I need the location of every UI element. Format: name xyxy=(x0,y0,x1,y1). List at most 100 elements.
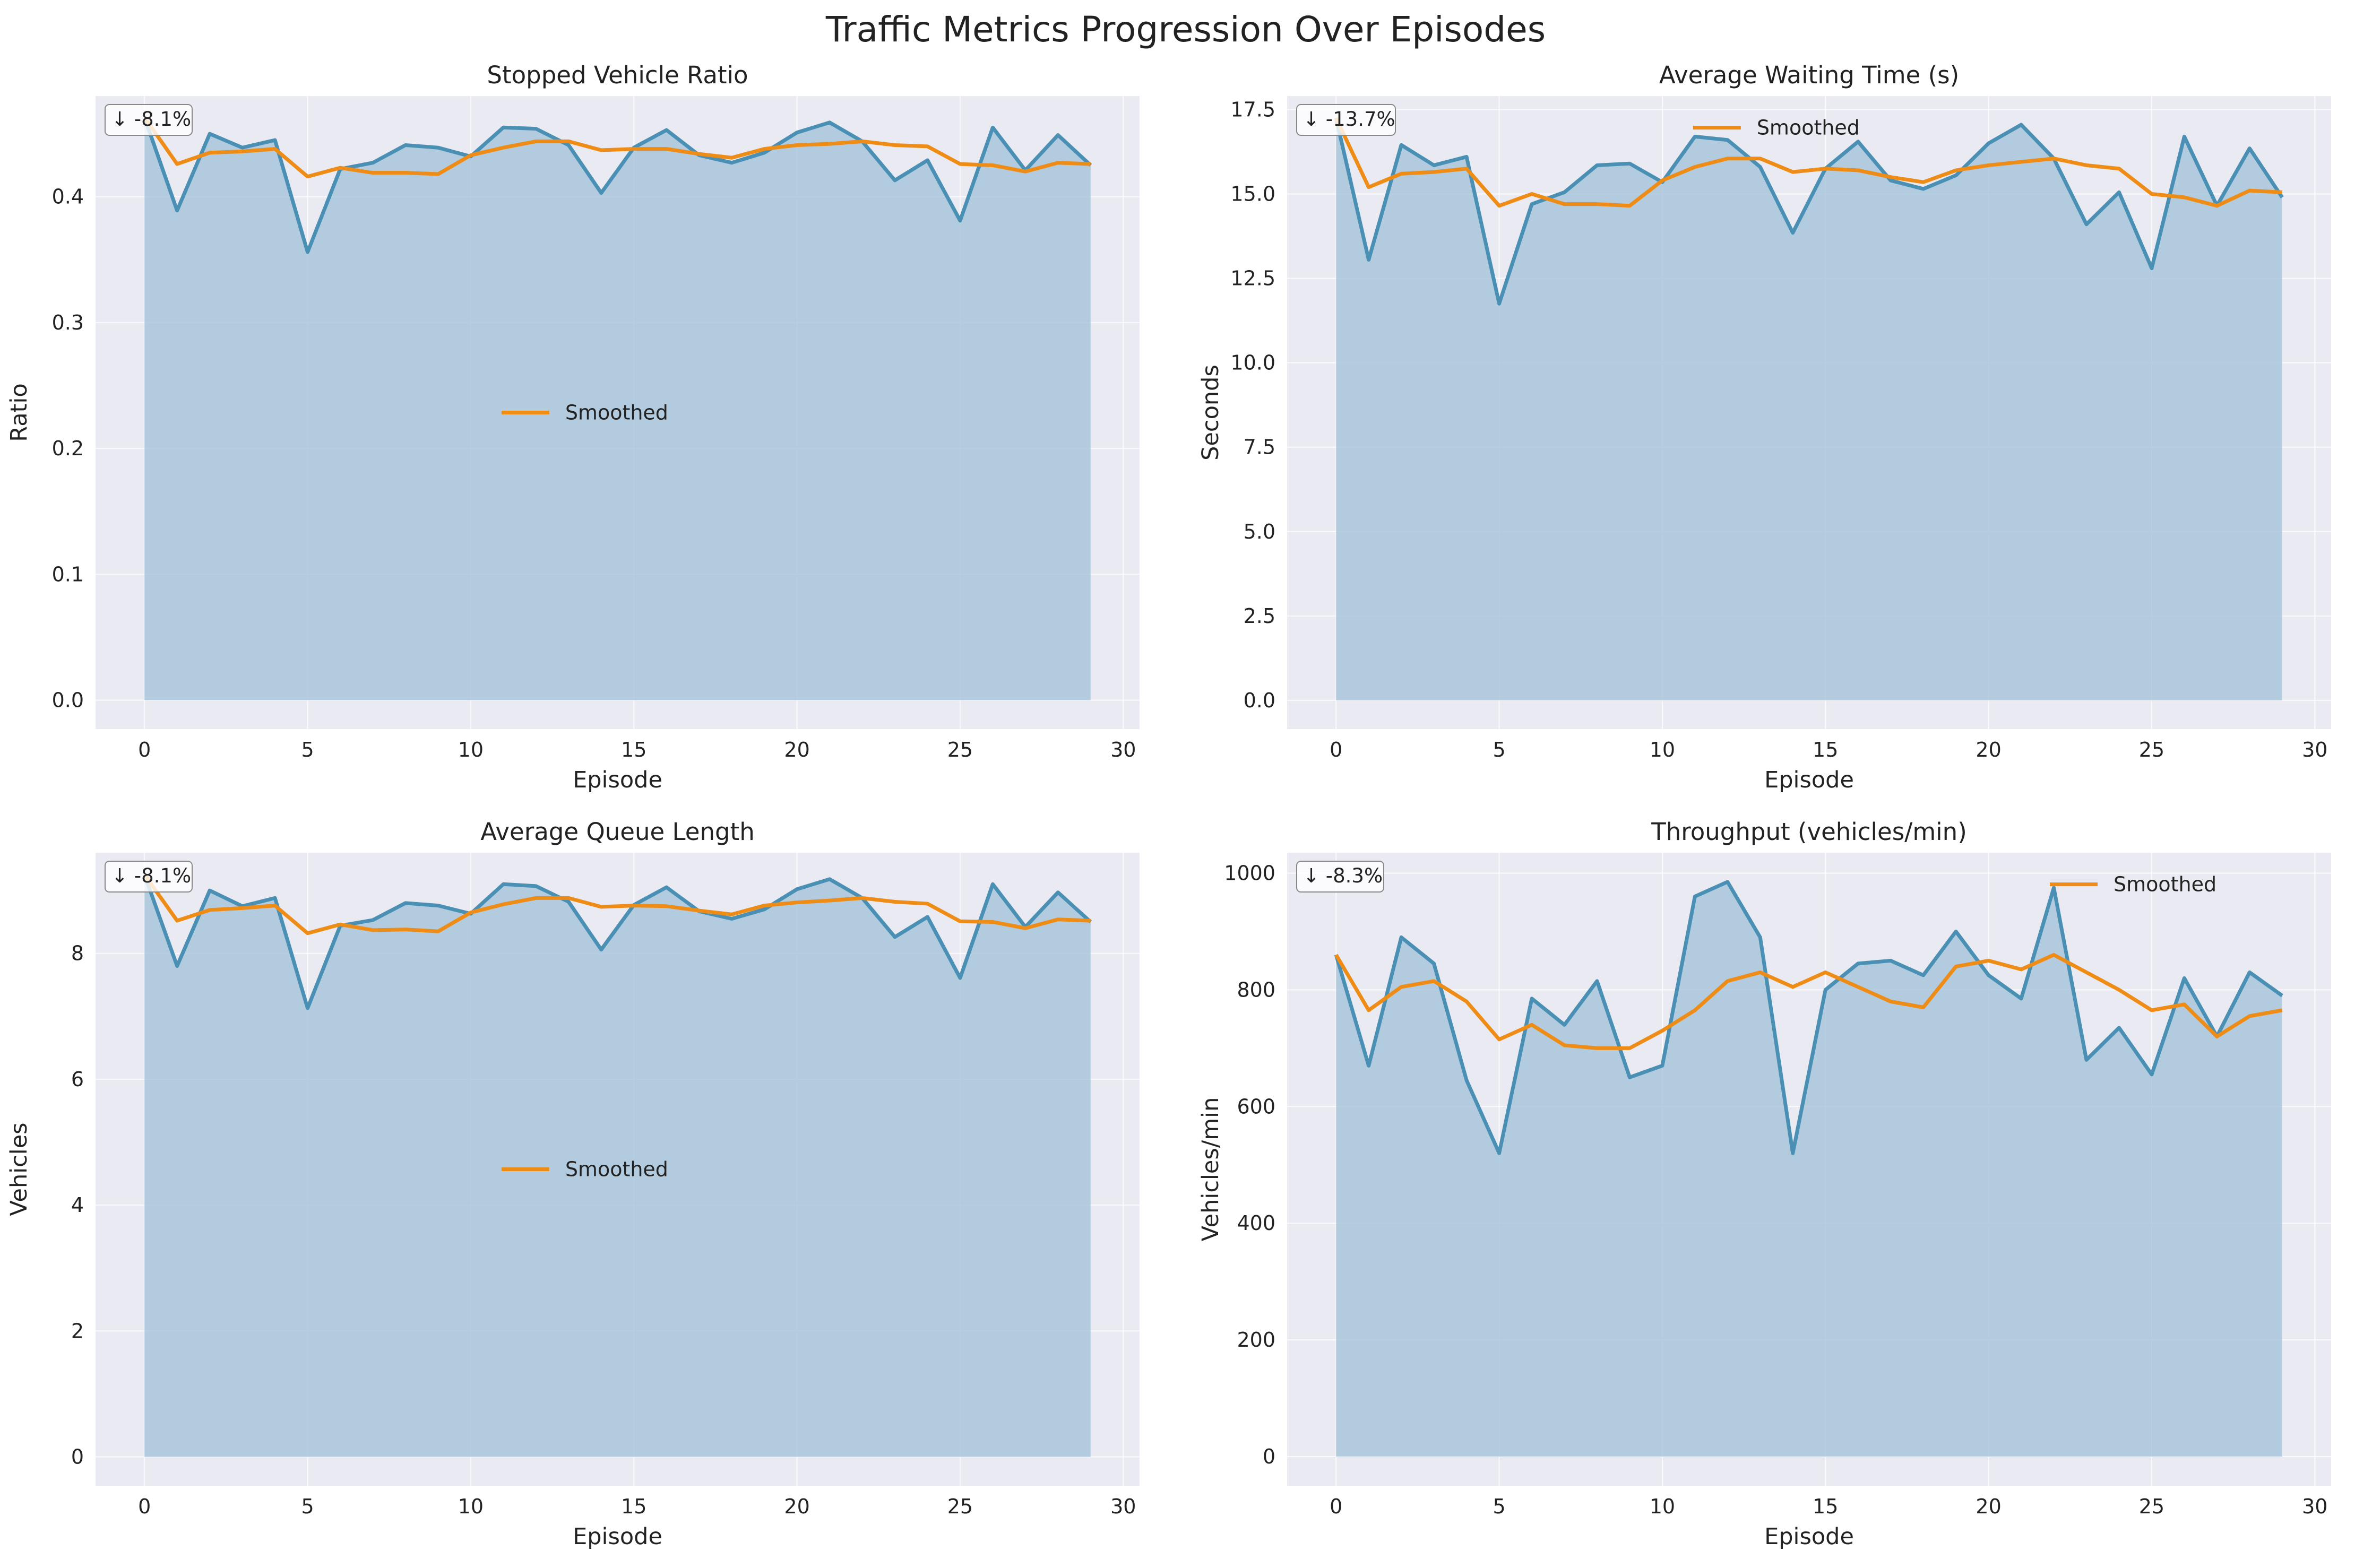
legend-label-smoothed: Smoothed xyxy=(565,401,668,425)
x-tick-label: 20 xyxy=(1976,1495,2001,1518)
x-tick-label: 0 xyxy=(1330,738,1342,761)
y-tick-label: 800 xyxy=(1237,978,1275,1001)
legend-label-smoothed: Smoothed xyxy=(565,1158,668,1181)
change-annotation-box xyxy=(105,861,193,893)
y-axis-label: Vehicles xyxy=(6,1122,32,1216)
subplot-2: 0 5 10 15 20 25 30 0.0 2.5 5.0 7.5 10.0 12.5 15.0 17.5… xyxy=(1197,61,2331,793)
y-tick-label: 15.0 xyxy=(1230,183,1275,206)
y-tick-label: 10.0 xyxy=(1230,351,1275,375)
y-tick-label: 1000 xyxy=(1224,861,1275,885)
x-tick-label: 15 xyxy=(621,1495,646,1518)
x-tick-label: 5 xyxy=(1493,738,1505,761)
change-annotation: ↓ -8.1% xyxy=(105,104,193,136)
legend-label-smoothed: Smoothed xyxy=(1757,116,1860,140)
change-annotation-box xyxy=(1296,861,1384,893)
x-tick-label: 15 xyxy=(1813,1495,1838,1518)
change-annotation-text: ↓ -8.1% xyxy=(111,108,191,131)
x-tick-label: 0 xyxy=(138,738,151,761)
x-tick-label: 25 xyxy=(2139,738,2164,761)
x-tick-label: 25 xyxy=(947,738,973,761)
y-tick-label: 0.4 xyxy=(52,185,84,209)
y-tick-label: 600 xyxy=(1237,1095,1275,1118)
x-tick-label: 5 xyxy=(1493,1495,1505,1518)
x-tick-label: 20 xyxy=(784,1495,809,1518)
subplot-title: Throughput (vehicles/min) xyxy=(1651,818,1967,846)
y-tick-label: 0.1 xyxy=(52,562,84,586)
y-tick-label: 6 xyxy=(71,1068,84,1091)
x-axis-label: Episode xyxy=(573,1523,662,1550)
y-tick-label: 17.5 xyxy=(1230,98,1275,121)
subplot-title: Average Queue Length xyxy=(480,818,754,846)
series-line xyxy=(1334,117,2284,306)
change-annotation-text: ↓ -13.7% xyxy=(1303,108,1395,131)
smoothed-line xyxy=(1334,952,2283,1050)
y-tick-label: 0.0 xyxy=(1244,689,1275,712)
series-line xyxy=(142,874,1092,1010)
x-tick-label: 10 xyxy=(458,738,484,761)
x-tick-label: 30 xyxy=(2302,738,2327,761)
legend: Smoothed xyxy=(2050,873,2216,896)
y-tick-label: 0.3 xyxy=(52,311,84,334)
series-line xyxy=(1334,880,2283,1155)
change-annotation: ↓ -13.7% xyxy=(1296,104,1396,136)
y-tick-label: 2 xyxy=(71,1319,84,1342)
x-tick-label: 5 xyxy=(301,1495,314,1518)
series-area-fill xyxy=(144,117,1091,700)
change-annotation-text: ↓ -8.1% xyxy=(111,864,191,887)
x-tick-label: 20 xyxy=(1976,738,2001,761)
series-area-fill xyxy=(1336,881,2282,1457)
legend: Smoothed xyxy=(1693,116,1860,140)
x-tick-label: 30 xyxy=(1110,1495,1136,1518)
subplot-4: 0 5 10 15 20 25 30 0 200 400 600 800 1000 Throughput … xyxy=(1197,818,2331,1550)
x-tick-label: 10 xyxy=(458,1495,484,1518)
series-area-fill xyxy=(1336,118,2282,700)
y-axis-label: Seconds xyxy=(1197,365,1224,461)
x-tick-label: 30 xyxy=(1110,738,1136,761)
y-tick-label: 0.0 xyxy=(52,688,84,712)
y-tick-label: 2.5 xyxy=(1244,604,1275,628)
y-tick-label: 400 xyxy=(1237,1211,1275,1235)
x-tick-label: 0 xyxy=(1330,1495,1342,1518)
change-annotation: ↓ -8.1% xyxy=(105,861,193,893)
x-tick-label: 25 xyxy=(947,1495,973,1518)
y-tick-label: 0 xyxy=(71,1445,84,1468)
y-axis-label: Ratio xyxy=(6,383,32,441)
x-axis-label: Episode xyxy=(1764,1523,1854,1550)
x-axis-label: Episode xyxy=(1764,767,1854,793)
subplot-3: 0 5 10 15 20 25 30 0 2 4 6 8 Average Queue Length Epi… xyxy=(6,818,1140,1550)
smoothed-line xyxy=(1334,117,2282,208)
legend: Smoothed xyxy=(501,401,668,425)
legend: Smoothed xyxy=(501,1158,668,1181)
change-annotation-text: ↓ -8.3% xyxy=(1303,864,1383,887)
change-annotation-box xyxy=(1296,104,1396,136)
smoothed-line xyxy=(143,873,1091,935)
x-tick-label: 10 xyxy=(1650,738,1675,761)
change-annotation-box xyxy=(105,104,193,136)
y-tick-label: 5.0 xyxy=(1244,520,1275,543)
x-tick-label: 20 xyxy=(784,738,809,761)
x-tick-label: 5 xyxy=(301,738,314,761)
x-tick-label: 30 xyxy=(2302,1495,2327,1518)
x-tick-label: 15 xyxy=(621,738,646,761)
x-axis-label: Episode xyxy=(573,767,662,793)
x-tick-label: 10 xyxy=(1650,1495,1675,1518)
y-tick-label: 0 xyxy=(1263,1445,1275,1468)
x-tick-label: 0 xyxy=(138,1495,151,1518)
y-tick-label: 4 xyxy=(71,1193,84,1217)
subplot-1: 0 5 10 15 20 25 30 0.0 0.1 0.2 0.3 0.4 Stopped Vehic… xyxy=(6,61,1140,793)
y-tick-label: 12.5 xyxy=(1230,267,1275,290)
legend-label-smoothed: Smoothed xyxy=(2114,873,2216,896)
y-tick-label: 200 xyxy=(1237,1328,1275,1352)
smoothed-line xyxy=(143,116,1091,179)
y-tick-label: 0.2 xyxy=(52,437,84,460)
subplot-title: Stopped Vehicle Ratio xyxy=(487,61,748,89)
subplot-title: Average Waiting Time (s) xyxy=(1659,61,1959,89)
y-axis-label: Vehicles/min xyxy=(1197,1097,1224,1242)
y-tick-label: 7.5 xyxy=(1244,436,1275,459)
series-area-fill xyxy=(144,874,1091,1457)
x-tick-label: 25 xyxy=(2139,1495,2164,1518)
change-annotation: ↓ -8.3% xyxy=(1296,861,1384,893)
figure-title: Traffic Metrics Progression Over Episode… xyxy=(825,9,1546,50)
